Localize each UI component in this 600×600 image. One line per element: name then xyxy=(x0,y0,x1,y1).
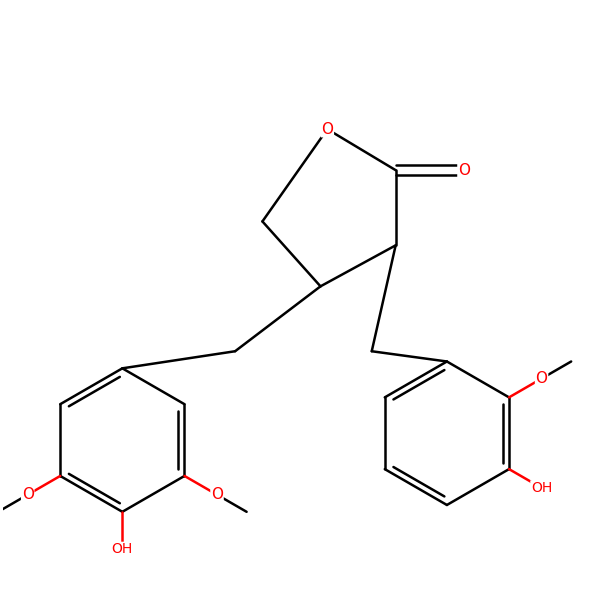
Text: OH: OH xyxy=(112,542,133,556)
Text: O: O xyxy=(536,371,548,386)
Text: O: O xyxy=(211,487,223,502)
Text: O: O xyxy=(458,163,470,178)
Text: O: O xyxy=(322,122,334,137)
Text: O: O xyxy=(22,487,34,502)
Text: OH: OH xyxy=(531,481,552,495)
